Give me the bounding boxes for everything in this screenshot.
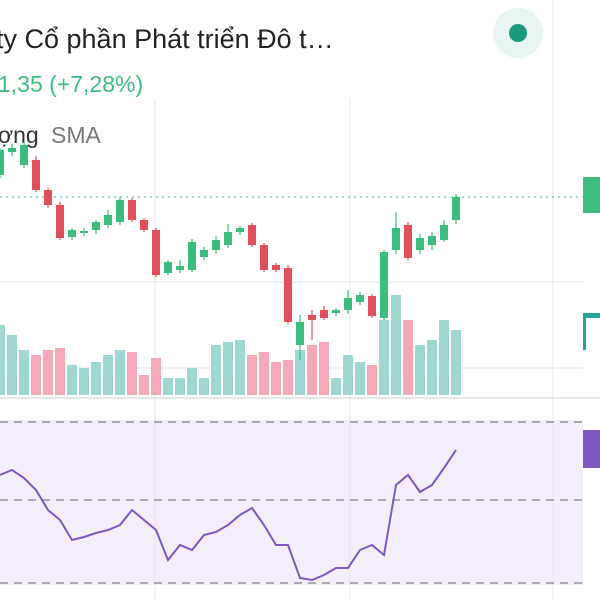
candle-body: [272, 265, 280, 270]
volume-bar: [235, 340, 245, 395]
volume-bar: [247, 355, 257, 395]
candle-body: [212, 240, 220, 250]
candle-body: [332, 310, 340, 313]
volume-bar: [379, 320, 389, 395]
volume-bar: [451, 330, 461, 395]
volume-bar: [319, 342, 329, 395]
volume-tag-inner: [586, 318, 600, 350]
volume-bar: [139, 375, 149, 395]
volume-bar: [259, 352, 269, 395]
volume-bar: [151, 358, 161, 395]
rsi-panel: [0, 420, 583, 585]
candle-body: [92, 222, 100, 230]
volume-bar: [427, 340, 437, 395]
candle-body: [0, 150, 4, 175]
volume-bar: [343, 355, 353, 395]
candle-body: [188, 242, 196, 270]
candle-body: [128, 200, 136, 220]
status-dot: [509, 24, 527, 42]
volume-bar: [0, 325, 5, 395]
volume-bar: [103, 355, 113, 395]
volume-bar: [391, 295, 401, 395]
candle-body: [428, 236, 436, 245]
candle-body: [32, 160, 40, 190]
volume-bar: [415, 345, 425, 395]
candle-body: [368, 296, 376, 316]
volume-bar: [211, 345, 221, 395]
candle-body: [344, 298, 352, 310]
volume-bar: [355, 362, 365, 395]
candle-body: [56, 205, 64, 238]
candle-body: [356, 295, 364, 302]
candle-body: [236, 228, 244, 232]
candle-body: [8, 148, 16, 152]
candle-body: [200, 250, 208, 257]
candle-body: [176, 266, 184, 270]
candle-body: [80, 231, 88, 233]
candle-body: [380, 252, 388, 318]
price-change: 1,35 (+7,28%): [0, 71, 143, 97]
candle-body: [404, 225, 412, 258]
candle-body: [284, 268, 292, 322]
title: ty Cổ phần Phát triển Đô t…: [0, 24, 334, 54]
volume-bar: [331, 378, 341, 395]
candle-body: [164, 262, 172, 273]
candle-body: [260, 245, 268, 270]
candle-body: [296, 322, 304, 345]
candle-body: [440, 225, 448, 240]
candle-body: [320, 310, 328, 318]
volume-bar: [307, 345, 317, 395]
volume-bar: [67, 365, 77, 395]
legend-label: SMA: [51, 122, 102, 148]
volume-bar: [31, 355, 41, 395]
candle-body: [116, 200, 124, 222]
volume-bar: [55, 348, 65, 395]
volume-bar: [271, 362, 281, 395]
volume-bar: [403, 320, 413, 395]
rsi-tag: [583, 430, 600, 468]
candle-body: [140, 220, 148, 230]
candle-body: [416, 238, 424, 250]
volume-bar: [283, 360, 293, 395]
volume-bar: [115, 350, 125, 395]
volume-bar: [367, 365, 377, 395]
candle-body: [44, 190, 52, 205]
volume-bar: [199, 378, 209, 395]
volume-bar: [163, 378, 173, 395]
volume-bar: [175, 378, 185, 395]
volume-bar: [7, 335, 17, 395]
candle-body: [308, 315, 316, 320]
volume-bar: [187, 368, 197, 395]
volume-bar: [43, 350, 53, 395]
candle-body: [20, 145, 28, 165]
candle-body: [224, 232, 232, 245]
price-tag: [583, 177, 600, 213]
rsi-line: [0, 449, 457, 582]
candle-body: [392, 228, 400, 250]
candle-body: [152, 230, 160, 275]
volume-bar: [79, 368, 89, 395]
candle-body: [452, 197, 460, 220]
volume-bar: [127, 352, 137, 395]
volume-bar: [223, 342, 233, 395]
legend-label: ợng: [0, 122, 39, 148]
volume-bar: [19, 350, 29, 395]
candle-body: [68, 230, 76, 237]
volume-bar: [439, 320, 449, 395]
volume-bar: [295, 350, 305, 395]
volume-bar: [91, 362, 101, 395]
candle-body: [104, 215, 112, 225]
candle-body: [248, 225, 256, 245]
